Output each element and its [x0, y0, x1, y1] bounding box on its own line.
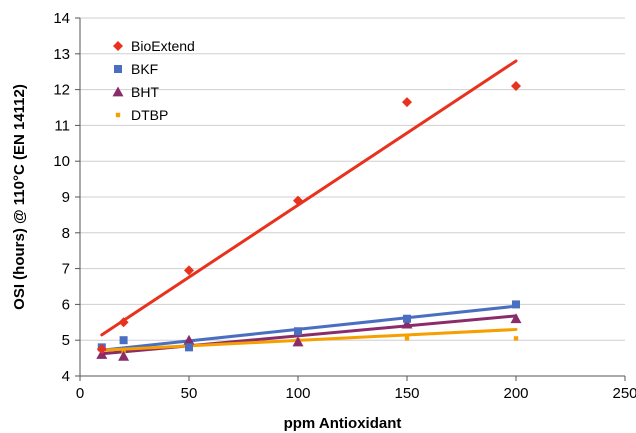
legend-label-bkf: BKF — [131, 61, 158, 77]
axes — [75, 17, 626, 381]
legend-label-bioextend: BioExtend — [131, 38, 195, 54]
trendline-dtbp — [100, 327, 518, 352]
x-axis-title: ppm Antioxidant — [284, 415, 402, 432]
point-dtbp — [513, 336, 519, 341]
x-tick-label: 100 — [285, 385, 310, 402]
y-tick-label: 11 — [54, 117, 70, 134]
legend-label-bht: BHT — [131, 84, 159, 100]
point-bioextend — [96, 344, 107, 355]
point-bkf — [185, 343, 193, 352]
x-tick-label: 250 — [612, 385, 636, 402]
point-bht — [292, 336, 304, 347]
data-points — [96, 81, 522, 361]
point-bioextend — [402, 97, 412, 108]
legend-marker-bkf — [114, 65, 122, 73]
y-tick-label: 10 — [53, 153, 70, 170]
y-tick-label: 9 — [62, 189, 70, 206]
point-bioextend — [118, 317, 129, 328]
point-bkf — [119, 336, 128, 345]
point-bht — [118, 350, 130, 361]
point-bkf — [512, 300, 520, 309]
point-bkf — [294, 327, 302, 336]
point-bioextend — [511, 81, 521, 92]
gridlines — [80, 17, 625, 341]
point-bioextend — [184, 265, 194, 276]
trendlines — [100, 59, 518, 356]
point-dtbp — [404, 336, 410, 341]
y-tick-label: 5 — [62, 332, 70, 349]
point-bkf — [403, 314, 411, 323]
y-tick-label: 7 — [62, 261, 70, 278]
x-tick-label: 50 — [181, 385, 198, 402]
point-bioextend — [293, 195, 303, 206]
tick-labels: 4 5 6 7 8 9 10 11 12 13 14 0 50 100 150 200 250 — [53, 10, 636, 402]
y-tick-label: 13 — [53, 46, 70, 63]
y-tick-label: 6 — [62, 296, 70, 313]
y-tick-label: 8 — [62, 225, 70, 242]
legend-label-dtbp: DTBP — [131, 107, 168, 123]
legend-marker-dtbp — [115, 112, 121, 118]
point-bht — [183, 334, 195, 345]
y-axis-title: OSI (hours) @ 110°C (EN 14112) — [11, 84, 28, 310]
y-tick-label: 12 — [53, 82, 70, 99]
point-bht — [401, 318, 413, 329]
x-tick-label: 150 — [394, 385, 419, 402]
x-tick-label: 200 — [503, 385, 528, 402]
point-bht — [510, 313, 522, 324]
trendline-bkf — [100, 304, 518, 352]
trendline-bioextend — [100, 59, 518, 337]
legend-marker-bioextend — [113, 41, 123, 51]
x-tick-label: 0 — [76, 385, 84, 402]
legend-marker-bht — [112, 86, 124, 97]
legend: BioExtend BKF BHT DTBP — [112, 38, 195, 123]
y-tick-label: 4 — [62, 368, 70, 385]
y-tick-label: 14 — [53, 10, 70, 27]
